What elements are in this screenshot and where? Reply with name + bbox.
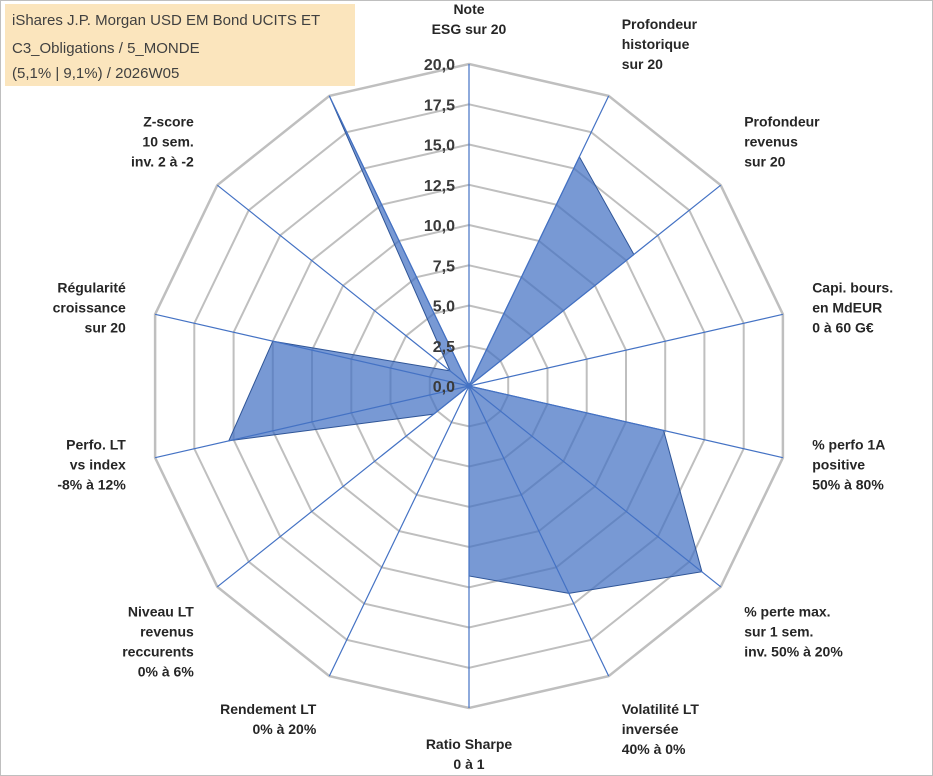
tick-label: 15,0 bbox=[424, 138, 455, 155]
tick-label: 0,0 bbox=[433, 379, 455, 396]
axis-line-regularite-croissance bbox=[154, 313, 470, 387]
category-label-z-score: 10 sem. bbox=[142, 134, 193, 150]
category-label-niveau-lt-revenus: revenus bbox=[140, 624, 194, 640]
category-label-regularite-croissance: Régularité bbox=[57, 280, 126, 296]
category-label-perfo-1a-positive: 50% à 80% bbox=[812, 476, 884, 492]
category-label-perfo-1a-positive: positive bbox=[812, 456, 865, 472]
chart-title-box: iShares J.P. Morgan USD EM Bond UCITS ET… bbox=[5, 4, 355, 86]
axis-line-profondeur-revenus bbox=[468, 184, 722, 387]
category-label-profondeur-revenus: revenus bbox=[744, 134, 798, 150]
axis-line-perte-max bbox=[468, 385, 722, 588]
category-label-regularite-croissance: sur 20 bbox=[85, 320, 126, 336]
category-label-niveau-lt-revenus: reccurents bbox=[122, 644, 194, 660]
category-label-rendement-lt: Rendement LT bbox=[220, 701, 317, 717]
axis-line-momentum bbox=[328, 95, 470, 387]
axis-line-perfo-lt-vs-index bbox=[154, 385, 470, 459]
tick-label: 20,0 bbox=[424, 57, 455, 74]
category-label-note-esg: ESG sur 20 bbox=[432, 21, 507, 37]
category-label-niveau-lt-revenus: Niveau LT bbox=[128, 604, 194, 620]
category-label-rendement-lt: 0% à 20% bbox=[252, 721, 316, 737]
category-label-ratio-sharpe: Ratio Sharpe bbox=[426, 736, 513, 752]
category-label-perte-max: % perte max. bbox=[744, 604, 830, 620]
axis-line-profondeur-historique bbox=[468, 95, 610, 387]
axis-line-volatilite-lt bbox=[468, 385, 610, 677]
axis-line-perfo-1a-positive bbox=[468, 385, 784, 459]
chart-title-line-3: (5,1% | 9,1%) / 2026W05 bbox=[12, 65, 180, 82]
tick-label: 12,5 bbox=[424, 178, 455, 195]
category-label-note-esg: Note bbox=[453, 1, 484, 17]
tick-label: 7,5 bbox=[433, 258, 455, 275]
category-label-capi-bours: Capi. bours. bbox=[812, 280, 893, 296]
category-label-perfo-lt-vs-index: vs index bbox=[70, 456, 126, 472]
category-label-z-score: Z-score bbox=[143, 114, 194, 130]
category-label-perte-max: sur 1 sem. bbox=[744, 624, 813, 640]
category-label-profondeur-revenus: Profondeur bbox=[744, 114, 820, 130]
chart-title-line-1: iShares J.P. Morgan USD EM Bond UCITS ET bbox=[12, 12, 321, 29]
category-label-volatilite-lt: inversée bbox=[622, 721, 679, 737]
category-label-capi-bours: 0 à 60 G€ bbox=[812, 320, 874, 336]
category-label-volatilite-lt: Volatilité LT bbox=[622, 701, 700, 717]
category-label-z-score: inv. 2 à -2 bbox=[131, 154, 194, 170]
category-label-perfo-lt-vs-index: -8% à 12% bbox=[57, 476, 126, 492]
axis-line-capi-bours bbox=[468, 313, 784, 387]
category-label-perfo-lt-vs-index: Perfo. LT bbox=[66, 436, 126, 452]
axis-line-z-score bbox=[216, 184, 470, 387]
category-label-perfo-1a-positive: % perfo 1A bbox=[812, 436, 885, 452]
tick-label: 17,5 bbox=[424, 97, 455, 114]
tick-label: 10,0 bbox=[424, 218, 455, 235]
category-label-profondeur-historique: sur 20 bbox=[622, 56, 663, 72]
category-label-perte-max: inv. 50% à 20% bbox=[744, 644, 843, 660]
category-label-ratio-sharpe: 0 à 1 bbox=[453, 756, 484, 772]
category-label-profondeur-historique: historique bbox=[622, 36, 690, 52]
axis-line-niveau-lt-revenus bbox=[216, 385, 470, 588]
category-label-capi-bours: en MdEUR bbox=[812, 300, 882, 316]
category-label-regularite-croissance: croissance bbox=[53, 300, 126, 316]
category-label-profondeur-historique: Profondeur bbox=[622, 16, 698, 32]
axis-line-rendement-lt bbox=[328, 385, 470, 677]
tick-label: 5,0 bbox=[433, 299, 455, 316]
category-label-niveau-lt-revenus: 0% à 6% bbox=[138, 664, 195, 680]
tick-label: 2,5 bbox=[433, 339, 455, 356]
category-label-volatilite-lt: 40% à 0% bbox=[622, 741, 686, 757]
category-label-profondeur-revenus: sur 20 bbox=[744, 154, 785, 170]
chart-title-line-2: C3_Obligations / 5_MONDE bbox=[12, 40, 200, 57]
